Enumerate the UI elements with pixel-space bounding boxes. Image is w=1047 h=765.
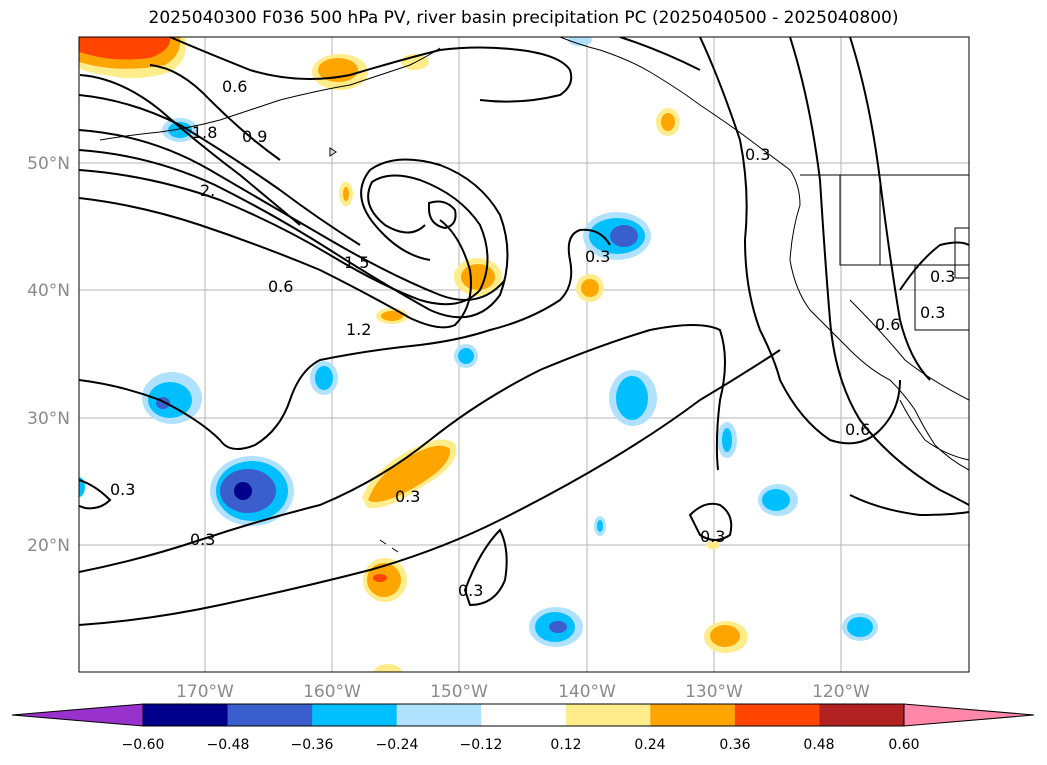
contour-label: 0.6 [875, 315, 900, 334]
colorbar-segment [481, 704, 567, 726]
contour-label: 2. [200, 181, 215, 200]
lat-label: 50°N [27, 154, 70, 174]
contour-label: 0.3 [930, 267, 955, 286]
colorbar-extend-high [903, 703, 1035, 727]
contour-label: 0.3 [458, 581, 483, 600]
colorbar-segment [396, 704, 482, 726]
colorbar-segment [143, 704, 229, 726]
lon-label: 130°W [685, 682, 743, 702]
contour-label: 0.6 [845, 420, 870, 439]
contour-label: 1.8 [192, 123, 217, 142]
colorbar: −0.60 −0.48 −0.36 −0.24 −0.12 0.12 0.24 … [11, 703, 1035, 753]
colorbar-segment [650, 704, 736, 726]
colorbar-tick-label: −0.48 [207, 737, 250, 753]
colorbar-tick-label: 0.60 [888, 737, 919, 753]
map-panel [79, 37, 969, 672]
coastlines [99, 37, 969, 553]
contour-labels: 0.6 0.9 1.8 2. 1.5 0.6 1.2 0.3 0.3 0.3 0… [110, 77, 955, 600]
colorbar-segment [312, 704, 398, 726]
map-title: 2025040300 F036 500 hPa PV, river basin … [148, 8, 899, 28]
colorbar-segment [819, 704, 905, 726]
lon-label: 140°W [558, 682, 616, 702]
contour-label: 1.5 [344, 253, 369, 272]
contour-label: 0.3 [585, 247, 610, 266]
colorbar-tick-label: −0.36 [291, 737, 334, 753]
contour-label: 0.6 [268, 277, 293, 296]
pv-contours [79, 37, 969, 626]
lat-label: 20°N [27, 536, 70, 556]
lon-label: 160°W [303, 682, 361, 702]
colorbar-tick-label: 0.24 [634, 737, 665, 753]
colorbar-tick-label: 0.48 [803, 737, 834, 753]
contour-label: 0.3 [110, 480, 135, 499]
lon-label: 150°W [430, 682, 488, 702]
lon-label: 170°W [176, 682, 234, 702]
colorbar-extend-low [11, 703, 144, 727]
lon-label: 120°W [812, 682, 870, 702]
colorbar-tick-label: −0.12 [460, 737, 503, 753]
colorbar-tick-label: −0.60 [122, 737, 165, 753]
longitude-labels: 170°W 160°W 150°W 140°W 130°W 120°W [176, 682, 870, 702]
lat-label: 30°N [27, 409, 70, 429]
colorbar-tick-label: −0.24 [376, 737, 419, 753]
contour-label: 1.2 [346, 320, 371, 339]
latitude-labels: 50°N 40°N 30°N 20°N [27, 154, 70, 556]
lat-label: 40°N [27, 281, 70, 301]
contour-label: 0.3 [395, 487, 420, 506]
contour-label: 0.3 [190, 530, 215, 549]
contour-label: 0.3 [745, 145, 770, 164]
precip-negative-areas [79, 37, 878, 647]
contour-label: 0.6 [222, 77, 247, 96]
colorbar-segment [565, 704, 651, 726]
contour-label: 0.3 [700, 527, 725, 546]
contour-label: 0.9 [242, 127, 267, 146]
colorbar-segment [734, 704, 820, 726]
map-border [78, 36, 970, 673]
colorbar-tick-label: 0.12 [550, 737, 581, 753]
colorbar-tick-label: 0.36 [719, 737, 750, 753]
contour-label: 0.3 [920, 303, 945, 322]
colorbar-segment [227, 704, 313, 726]
colorbar-outline [142, 703, 905, 727]
